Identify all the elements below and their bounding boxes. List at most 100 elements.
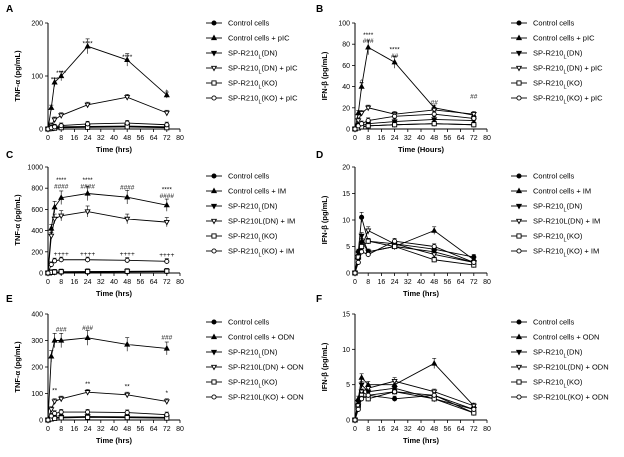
x-axis-label: Time (hrs) — [403, 289, 440, 298]
significance-label: **** — [363, 32, 374, 39]
y-axis-label: TNF-α (pg/mL) — [13, 341, 22, 393]
marker — [85, 257, 91, 263]
significance-label: ** — [125, 384, 131, 391]
x-tick-label: 16 — [378, 279, 386, 286]
legend-item: Control cells — [206, 172, 270, 181]
marker — [124, 95, 131, 101]
marker — [470, 403, 477, 410]
marker — [51, 78, 58, 85]
marker — [124, 56, 131, 63]
marker — [352, 270, 358, 276]
marker — [365, 228, 372, 235]
legend-label: Control cells + pIC — [533, 34, 595, 43]
y-tick-label: 15 — [342, 191, 350, 198]
marker — [515, 187, 523, 194]
panel-A: A 0 8 16 24 32 40 48 56 64 72 80 0 100 200 Time (hrs) TN… — [6, 4, 298, 154]
legend-label: SP-R210L(KO) — [228, 79, 278, 91]
legend-label: Control cells + ODN — [533, 333, 599, 342]
marker — [211, 379, 217, 385]
legend-label: Control cells + IM — [533, 187, 591, 196]
marker — [358, 83, 365, 89]
series-line — [47, 211, 167, 274]
legend-item: SP-R210L(KO) + IM — [511, 247, 599, 259]
marker — [51, 337, 58, 343]
y-tick-label: 400 — [31, 312, 43, 319]
series-line — [47, 45, 168, 130]
x-tick-label: 32 — [97, 135, 105, 142]
x-tick-label: 56 — [137, 426, 145, 433]
marker — [516, 248, 522, 254]
marker — [85, 414, 91, 420]
x-tick-label: 80 — [483, 426, 491, 433]
panel-letter: F — [316, 294, 322, 305]
legend-item: Control cells + pIC — [206, 34, 290, 43]
y-tick-label: 100 — [338, 21, 350, 28]
x-tick-label: 72 — [163, 135, 171, 142]
marker — [392, 238, 398, 244]
series-line — [354, 362, 475, 421]
marker — [515, 333, 523, 340]
significance-label: **** — [56, 70, 67, 77]
legend-item: SP-R210L(DN) + ODN — [511, 363, 609, 372]
panel-letter: D — [316, 150, 323, 161]
marker — [58, 269, 64, 275]
legend-item: Control cells — [511, 172, 575, 181]
marker — [124, 392, 131, 399]
legend-item: SP-R210L(DN) + pIC — [511, 64, 603, 76]
y-tick-label: 60 — [342, 63, 350, 70]
y-tick-label: 0 — [346, 127, 350, 134]
x-tick-label: 48 — [430, 279, 438, 286]
x-tick-label: 32 — [404, 279, 412, 286]
y-tick-label: 80 — [342, 42, 350, 49]
significance-label: ++++ — [80, 251, 95, 258]
marker — [210, 218, 218, 225]
marker — [45, 417, 51, 423]
x-tick-label: 80 — [176, 279, 184, 286]
series-line — [354, 240, 474, 274]
legend-label: Control cells — [533, 19, 575, 28]
legend-label: Control cells — [228, 19, 270, 28]
legend-label: SP-R210L(DN) — [228, 202, 278, 214]
legend-label: Control cells — [533, 318, 575, 327]
x-tick-label: 24 — [84, 426, 92, 433]
marker — [515, 34, 523, 41]
x-tick-label: 56 — [444, 279, 452, 286]
marker — [210, 65, 218, 72]
marker — [515, 218, 523, 225]
legend-item: Control cells + IM — [206, 187, 286, 196]
marker — [58, 257, 64, 263]
x-axis-label: Time (hrs) — [96, 436, 133, 445]
marker — [124, 120, 130, 126]
series-line — [47, 391, 167, 421]
marker — [52, 415, 58, 421]
marker — [211, 248, 217, 254]
significance-label: * — [166, 390, 169, 397]
y-tick-label: 600 — [31, 207, 43, 214]
significance-label: **** — [83, 177, 94, 184]
marker — [515, 364, 523, 371]
legend-item: SP-R210L(DN) + IM — [511, 217, 600, 226]
series-6 — [352, 238, 477, 276]
x-tick-label: 64 — [457, 426, 465, 433]
marker — [52, 269, 58, 275]
y-axis-label: TNF-α (pg/mL) — [13, 194, 22, 246]
significance-label: ### — [82, 325, 93, 332]
marker — [431, 121, 437, 127]
legend-label: SP-R210L(KO) — [533, 232, 583, 244]
legend-label: SP-R210L(DN) — [533, 49, 583, 61]
marker — [210, 50, 218, 57]
marker — [392, 243, 398, 250]
y-tick-label: 1000 — [27, 165, 43, 172]
legend-label: Control cells + IM — [228, 187, 286, 196]
y-tick-label: 0 — [346, 271, 350, 278]
marker — [515, 349, 523, 356]
legend-label: SP-R210L(KO) — [533, 378, 583, 390]
x-tick-label: 56 — [137, 279, 145, 286]
significance-label: ### — [363, 38, 374, 45]
marker — [84, 190, 91, 196]
series-2 — [44, 186, 170, 276]
marker — [365, 238, 371, 244]
y-tick-label: 300 — [31, 338, 43, 345]
marker — [392, 113, 398, 119]
significance-label: ** — [85, 381, 91, 388]
